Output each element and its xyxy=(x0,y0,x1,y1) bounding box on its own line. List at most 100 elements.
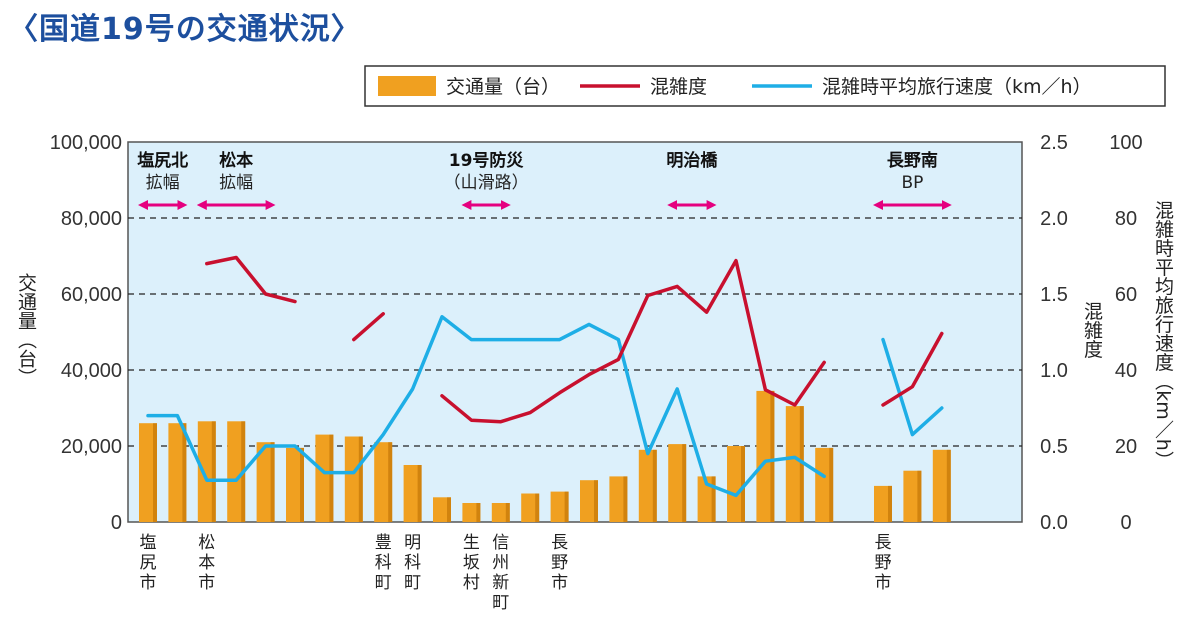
axes: 0 20,000 40,000 60,000 80,000 100,000 0.0 0.5 1.… xyxy=(15,132,1174,534)
traffic-bar xyxy=(462,503,481,522)
annotation-label: BP xyxy=(901,173,923,193)
annotation-label: 松本 xyxy=(219,150,253,171)
traffic-bar-shade xyxy=(153,423,157,522)
annotation-label: 拡幅 xyxy=(219,173,253,193)
category-label: 坂 xyxy=(463,553,480,573)
traffic-bar-shade xyxy=(270,442,275,522)
traffic-bar-shade xyxy=(917,470,922,522)
category-label: 明 xyxy=(404,533,421,553)
category-label: 信 xyxy=(492,533,509,553)
annotation-label: 塩尻北 xyxy=(137,150,188,171)
traffic-bar xyxy=(815,447,834,522)
category-label: 町 xyxy=(404,573,421,593)
traffic-bar xyxy=(227,421,246,522)
category-label: 長 xyxy=(551,533,568,553)
congestion-tick-label: 2.0 xyxy=(1040,208,1068,230)
annotation-label: 明治橋 xyxy=(666,150,718,171)
traffic-bar-shade xyxy=(711,476,716,522)
traffic-bar xyxy=(168,423,187,522)
traffic-bar-shade xyxy=(682,444,687,522)
legend-bar-label: 交通量（台） xyxy=(446,76,560,98)
category-label: 本 xyxy=(198,553,215,573)
traffic-bar xyxy=(668,444,687,522)
congestion-tick-label: 0.0 xyxy=(1040,512,1068,534)
left-axis-title: 交通量（台） xyxy=(15,273,37,387)
traffic-bar xyxy=(550,491,569,522)
category-label: 市 xyxy=(551,573,568,593)
traffic-bar xyxy=(727,446,745,522)
speed-axis-title: 混雑時平均旅行速度（km／h） xyxy=(1152,200,1174,470)
legend-congestion-label: 混雑度 xyxy=(650,76,707,98)
traffic-bar xyxy=(197,421,216,522)
category-label: 松 xyxy=(198,533,215,553)
traffic-bar-shade xyxy=(946,449,951,522)
congestion-line xyxy=(352,312,385,342)
congestion-line xyxy=(881,331,944,407)
traffic-bar-shade xyxy=(652,449,657,522)
speed-tick-label: 20 xyxy=(1115,436,1137,458)
speed-tick-label: 60 xyxy=(1115,284,1137,306)
traffic-bar-shade xyxy=(388,442,393,522)
traffic-bar xyxy=(433,497,451,522)
traffic-bar-shade xyxy=(358,436,363,522)
left-tick-label: 80,000 xyxy=(61,208,122,230)
left-tick-label: 20,000 xyxy=(61,436,122,458)
traffic-bar xyxy=(580,480,598,522)
category-label: 尻 xyxy=(140,553,157,573)
traffic-bar-shade xyxy=(329,434,334,522)
traffic-bar xyxy=(903,470,922,522)
left-tick-label: 60,000 xyxy=(61,284,122,306)
plot-area xyxy=(127,141,1023,523)
category-label: 豊 xyxy=(375,533,392,553)
traffic-bar xyxy=(286,447,304,522)
traffic-bar-shade xyxy=(300,447,304,522)
traffic-bar xyxy=(609,476,628,522)
category-label: 村 xyxy=(463,573,480,593)
category-label: 塩 xyxy=(140,533,157,553)
traffic-bar xyxy=(344,436,363,522)
legend-bar-swatch xyxy=(378,76,436,96)
traffic-bar xyxy=(315,434,334,522)
left-tick-label: 40,000 xyxy=(61,360,122,382)
traffic-bar xyxy=(139,423,157,522)
left-tick-label: 0 xyxy=(111,512,122,534)
traffic-bar xyxy=(374,442,393,522)
traffic-bar-shade xyxy=(417,465,422,522)
category-label: 市 xyxy=(875,573,892,593)
speed-tick-label: 40 xyxy=(1115,360,1137,382)
traffic-bar-shade xyxy=(505,503,510,522)
traffic-bar-shade xyxy=(770,390,775,522)
annotation-label: 拡幅 xyxy=(146,173,180,193)
category-label: 野 xyxy=(551,553,568,573)
traffic-bar-shade xyxy=(741,446,745,522)
category-label: 市 xyxy=(198,573,215,593)
traffic-bar xyxy=(491,503,510,522)
congestion-line xyxy=(440,258,826,424)
traffic-bar xyxy=(756,390,775,522)
traffic-bar xyxy=(403,465,422,522)
traffic-bar xyxy=(785,406,804,522)
traffic-bar-shade xyxy=(829,447,834,522)
congestion-line xyxy=(205,255,297,304)
annotation-label: （山滑路） xyxy=(444,173,529,193)
congestion-tick-label: 1.0 xyxy=(1040,360,1068,382)
congestion-tick-label: 2.5 xyxy=(1040,132,1068,154)
traffic-bar xyxy=(697,476,716,522)
traffic-bar-shade xyxy=(476,503,481,522)
traffic-bar-shade xyxy=(564,491,569,522)
traffic-bar xyxy=(256,442,275,522)
speed-tick-label: 100 xyxy=(1109,132,1142,154)
traffic-bar xyxy=(874,485,892,522)
congestion-axis-title: 混雑度 xyxy=(1081,301,1103,358)
traffic-bar-shade xyxy=(799,406,804,522)
legend: 交通量（台） 混雑度 混雑時平均旅行速度（km／h） xyxy=(364,65,1166,107)
page-title: 〈国道19号の交通状況〉 xyxy=(8,12,362,47)
traffic-bar xyxy=(638,449,657,522)
left-tick-label: 100,000 xyxy=(50,132,122,154)
category-label: 生 xyxy=(463,533,480,553)
traffic-bar-shade xyxy=(535,493,540,522)
traffic-bar-shade xyxy=(447,497,451,522)
